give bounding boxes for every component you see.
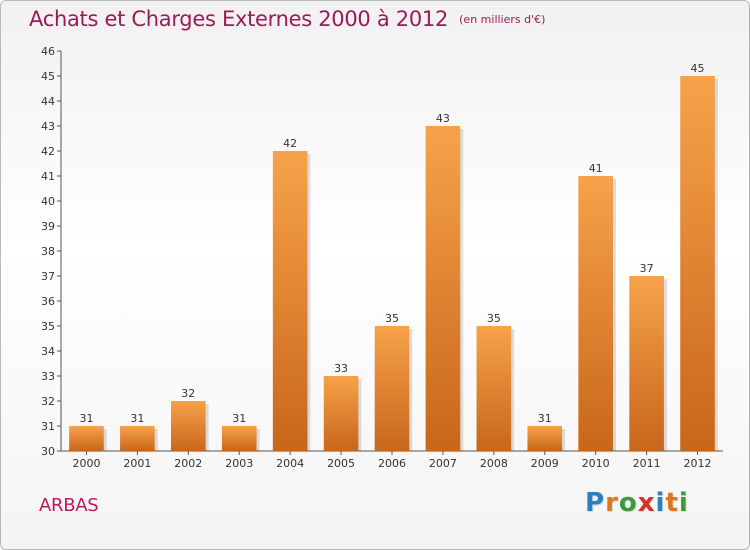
bar <box>476 326 512 451</box>
data-label: 35 <box>385 312 399 325</box>
x-tick-label: 2010 <box>582 457 610 470</box>
y-tick-label: 36 <box>41 295 55 308</box>
x-tick-label: 2008 <box>480 457 508 470</box>
bar <box>323 376 359 451</box>
y-tick-label: 30 <box>41 445 55 458</box>
x-tick-label: 2012 <box>684 457 712 470</box>
commune-name: ARBAS <box>39 495 99 516</box>
y-tick-label: 34 <box>41 345 55 358</box>
y-tick-label: 41 <box>41 170 55 183</box>
data-label: 31 <box>79 412 93 425</box>
y-tick-label: 38 <box>41 245 55 258</box>
data-label: 43 <box>436 112 450 125</box>
x-tick-label: 2003 <box>225 457 253 470</box>
data-label: 31 <box>232 412 246 425</box>
y-tick-label: 40 <box>41 195 55 208</box>
x-tick-label: 2001 <box>123 457 151 470</box>
logo-letter: t <box>665 488 679 518</box>
y-tick-label: 42 <box>41 145 55 158</box>
x-tick-label: 2002 <box>174 457 202 470</box>
y-tick-label: 37 <box>41 270 55 283</box>
bar <box>425 126 461 451</box>
bar <box>272 151 308 451</box>
chart-title-block: Achats et Charges Externes 2000 à 2012 (… <box>29 7 545 31</box>
x-tick-label: 2006 <box>378 457 406 470</box>
y-tick-label: 44 <box>41 95 55 108</box>
bar <box>170 401 206 451</box>
bar <box>527 426 563 451</box>
chart-title: Achats et Charges Externes 2000 à 2012 <box>29 7 449 31</box>
y-tick-label: 35 <box>41 320 55 333</box>
logo-letter: o <box>618 488 638 518</box>
bar <box>69 426 104 451</box>
x-tick-label: 2007 <box>429 457 457 470</box>
proxiti-logo: Proxiti <box>585 488 689 518</box>
data-label: 45 <box>691 62 705 75</box>
x-tick-label: 2000 <box>72 457 100 470</box>
x-tick-label: 2004 <box>276 457 304 470</box>
logo-letter: i <box>678 488 689 518</box>
data-label: 37 <box>640 262 654 275</box>
y-tick-label: 45 <box>41 70 55 83</box>
x-tick-label: 2005 <box>327 457 355 470</box>
data-label: 31 <box>538 412 552 425</box>
y-tick-label: 43 <box>41 120 55 133</box>
logo-letter: i <box>655 488 666 518</box>
logo-letter: P <box>585 488 606 518</box>
chart-subtitle: (en milliers d'€) <box>459 13 546 26</box>
y-tick-label: 39 <box>41 220 55 233</box>
data-label: 32 <box>181 387 195 400</box>
data-label: 41 <box>589 162 603 175</box>
bar <box>680 76 715 451</box>
bar <box>374 326 410 451</box>
y-tick-label: 32 <box>41 395 55 408</box>
logo-letter: r <box>605 488 619 518</box>
logo-letter: x <box>637 488 656 518</box>
bar <box>629 276 664 451</box>
data-label: 35 <box>487 312 501 325</box>
bar <box>120 426 155 451</box>
y-tick-label: 46 <box>41 45 55 58</box>
bar <box>221 426 257 451</box>
y-tick-label: 33 <box>41 370 55 383</box>
y-tick-label: 31 <box>41 420 55 433</box>
data-label: 31 <box>130 412 144 425</box>
x-tick-label: 2009 <box>531 457 559 470</box>
bar <box>578 176 614 451</box>
data-label: 33 <box>334 362 348 375</box>
data-label: 42 <box>283 137 297 150</box>
x-tick-label: 2011 <box>633 457 661 470</box>
